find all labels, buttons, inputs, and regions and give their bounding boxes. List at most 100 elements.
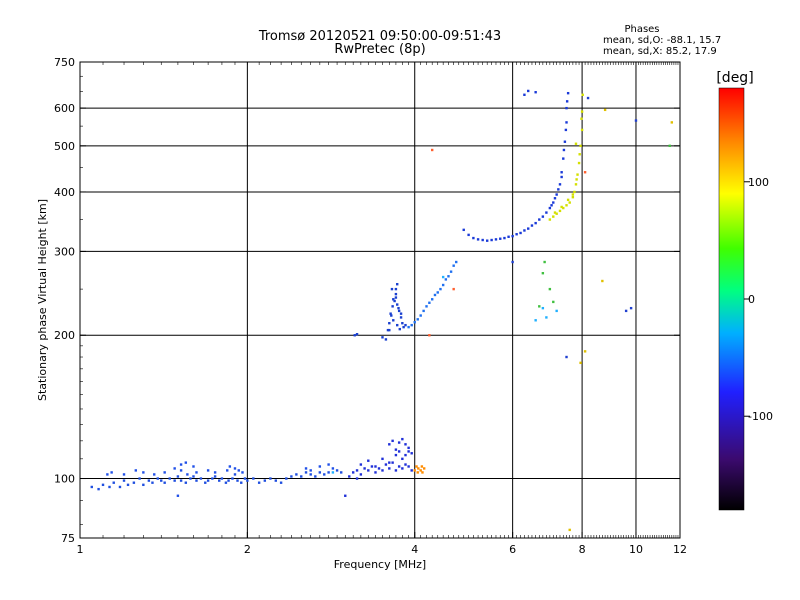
grid-lines bbox=[80, 62, 680, 538]
data-point bbox=[304, 467, 308, 470]
data-point bbox=[192, 465, 195, 468]
data-point bbox=[507, 235, 510, 238]
data-point bbox=[568, 528, 571, 532]
data-point bbox=[581, 93, 584, 96]
plot-area bbox=[79, 61, 681, 539]
stats-x-mode: mean, sd,X: 85.2, 17.9 bbox=[603, 46, 717, 57]
data-point bbox=[407, 450, 410, 453]
data-point bbox=[527, 89, 530, 93]
data-point bbox=[394, 448, 398, 451]
data-point bbox=[323, 473, 326, 476]
x-tick-label: 1 bbox=[77, 543, 84, 556]
data-point bbox=[192, 475, 195, 478]
data-point bbox=[186, 473, 189, 476]
data-point bbox=[340, 471, 343, 474]
data-point bbox=[425, 305, 428, 308]
data-point bbox=[388, 461, 391, 464]
data-point bbox=[381, 457, 384, 461]
data-point bbox=[562, 206, 565, 210]
colorbar-tick-label: -100 bbox=[748, 410, 773, 423]
data-point bbox=[527, 227, 530, 230]
data-point bbox=[564, 128, 568, 132]
data-point bbox=[218, 479, 221, 482]
data-point bbox=[327, 463, 330, 466]
y-tick-label: 400 bbox=[54, 186, 75, 199]
data-point bbox=[449, 270, 453, 273]
data-point bbox=[503, 236, 506, 240]
data-point bbox=[402, 325, 405, 329]
data-point bbox=[151, 481, 154, 484]
data-point bbox=[381, 469, 384, 472]
colorbar bbox=[718, 87, 745, 511]
data-point bbox=[410, 323, 413, 327]
data-point bbox=[153, 473, 156, 476]
data-point bbox=[565, 355, 568, 359]
data-point bbox=[300, 475, 303, 478]
data-point bbox=[577, 161, 581, 165]
data-point bbox=[565, 106, 568, 110]
colorbar-tick-label: 100 bbox=[748, 176, 769, 189]
data-point bbox=[97, 487, 100, 491]
data-point bbox=[555, 309, 558, 313]
data-point bbox=[583, 350, 587, 353]
data-point bbox=[355, 469, 359, 472]
x-axis-label: Frequency [MHz] bbox=[334, 558, 426, 571]
data-point bbox=[560, 175, 563, 179]
data-point bbox=[571, 193, 575, 196]
data-point bbox=[173, 467, 176, 470]
data-point bbox=[499, 237, 502, 240]
data-points bbox=[90, 89, 674, 532]
data-point bbox=[428, 334, 431, 337]
data-point bbox=[304, 471, 308, 474]
data-point bbox=[163, 481, 166, 484]
x-axis-ticks: 1 2 4 6 8 10 12 bbox=[77, 62, 687, 556]
data-point bbox=[565, 121, 568, 124]
data-point bbox=[534, 91, 537, 94]
data-point bbox=[240, 481, 243, 484]
data-point bbox=[422, 309, 425, 313]
data-point bbox=[377, 467, 381, 470]
colorbar-tick-label: 0 bbox=[748, 293, 755, 306]
data-point bbox=[134, 469, 138, 472]
data-point bbox=[397, 465, 401, 468]
data-point bbox=[243, 477, 247, 480]
data-point bbox=[578, 153, 581, 156]
y-tick-label: 100 bbox=[54, 473, 75, 486]
data-point bbox=[494, 238, 498, 241]
data-point bbox=[309, 473, 312, 476]
data-point bbox=[565, 204, 568, 207]
data-point bbox=[206, 469, 210, 472]
data-point bbox=[206, 479, 210, 482]
data-point bbox=[430, 298, 434, 301]
chart-title: Tromsø 20120521 09:50:00-09:51:43 bbox=[258, 29, 501, 44]
data-point bbox=[568, 201, 571, 204]
data-point bbox=[576, 173, 579, 176]
data-point bbox=[112, 481, 115, 484]
data-point bbox=[472, 236, 475, 240]
data-point bbox=[548, 218, 552, 221]
x-tick-label: 6 bbox=[509, 543, 516, 556]
y-tick-label: 200 bbox=[54, 329, 75, 342]
data-point bbox=[228, 465, 232, 468]
data-point bbox=[106, 473, 109, 476]
data-point bbox=[295, 473, 298, 476]
data-point bbox=[290, 475, 293, 478]
data-point bbox=[176, 475, 180, 478]
data-point bbox=[629, 306, 633, 310]
colorbar-ticks: 100 0 -100 bbox=[744, 176, 773, 423]
data-point bbox=[353, 334, 356, 337]
data-point bbox=[565, 100, 569, 103]
data-point bbox=[189, 477, 192, 480]
data-point bbox=[331, 471, 335, 474]
data-point bbox=[394, 296, 398, 299]
data-point bbox=[331, 467, 335, 470]
data-point bbox=[160, 479, 163, 482]
data-point bbox=[541, 215, 545, 218]
y-tick-label: 300 bbox=[54, 245, 75, 258]
data-point bbox=[147, 479, 151, 482]
data-point bbox=[263, 479, 267, 482]
data-point bbox=[392, 319, 395, 322]
data-point bbox=[367, 469, 370, 472]
data-point bbox=[390, 287, 394, 291]
